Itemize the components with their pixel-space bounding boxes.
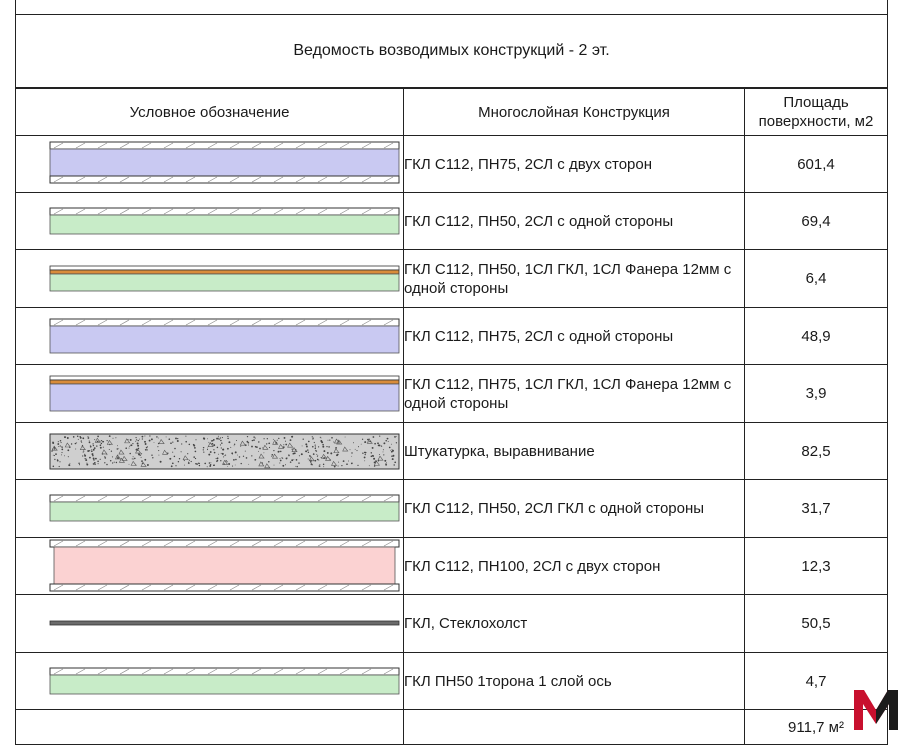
construction-description: ГКЛ ПН50 1торона 1 слой ось	[403, 652, 745, 710]
top-border	[15, 14, 888, 15]
surface-area: 12,3	[744, 537, 888, 595]
total-row: 911,7 м²	[15, 709, 888, 745]
legend-symbol-cell	[15, 652, 404, 710]
surface-area: 3,9	[744, 364, 888, 423]
constructions-table: Условное обозначение Многослойная Констр…	[15, 88, 888, 745]
legend-symbol-single-sided-50-gkl	[49, 494, 400, 522]
schedule-title: Ведомость возводимых конструкций - 2 эт.	[15, 14, 888, 88]
table-row: ГКЛ С112, ПН75, 1СЛ ГКЛ, 1СЛ Фанера 12мм…	[15, 364, 888, 423]
construction-description: ГКЛ С112, ПН75, 1СЛ ГКЛ, 1СЛ Фанера 12мм…	[403, 364, 745, 423]
construction-description: ГКЛ С112, ПН100, 2СЛ с двух сторон	[403, 537, 745, 595]
legend-symbol-plywood-75	[49, 375, 400, 412]
legend-symbol-cell	[15, 594, 404, 653]
legend-symbol-cell	[15, 135, 404, 193]
total-empty-cell	[15, 709, 404, 745]
total-empty-cell	[403, 709, 745, 745]
surface-area: 601,4	[744, 135, 888, 193]
construction-description: Штукатурка, выравнивание	[403, 422, 745, 480]
legend-symbol-fiberglass	[49, 620, 400, 626]
surface-area: 69,4	[744, 192, 888, 250]
legend-symbol-cell	[15, 479, 404, 538]
legend-symbol-cell	[15, 192, 404, 250]
construction-description: ГКЛ С112, ПН75, 2СЛ с одной стороны	[403, 307, 745, 365]
surface-area: 48,9	[744, 307, 888, 365]
table-row: Штукатурка, выравнивание 82,5	[15, 422, 888, 480]
legend-symbol-single-sided-50	[49, 207, 400, 235]
construction-description: ГКЛ С112, ПН50, 2СЛ с одной стороны	[403, 192, 745, 250]
surface-area: 50,5	[744, 594, 888, 653]
construction-description: ГКЛ, Стеклохолст	[403, 594, 745, 653]
table-row: ГКЛ С112, ПН75, 2СЛ с двух сторон 601,4	[15, 135, 888, 193]
legend-symbol-axis-50	[49, 667, 400, 695]
table-row: ГКЛ С112, ПН75, 2СЛ с одной стороны 48,9	[15, 307, 888, 365]
construction-description: ГКЛ С112, ПН50, 1СЛ ГКЛ, 1СЛ Фанера 12мм…	[403, 249, 745, 308]
construction-description: ГКЛ С112, ПН75, 2СЛ с двух сторон	[403, 135, 745, 193]
legend-symbol-double-sided-75	[49, 141, 400, 184]
col-header-symbol: Условное обозначение	[15, 88, 404, 136]
table-row: ГКЛ С112, ПН100, 2СЛ с двух сторон 12,3	[15, 537, 888, 595]
brand-logo	[854, 690, 898, 730]
legend-symbol-plywood-50	[49, 265, 400, 292]
header-row: Условное обозначение Многослойная Констр…	[15, 88, 888, 136]
col-header-construction: Многослойная Конструкция	[403, 88, 745, 136]
table-row: ГКЛ С112, ПН50, 1СЛ ГКЛ, 1СЛ Фанера 12мм…	[15, 249, 888, 308]
surface-area: 31,7	[744, 479, 888, 538]
surface-area: 6,4	[744, 249, 888, 308]
legend-symbol-cell	[15, 422, 404, 480]
legend-symbol-single-sided-75	[49, 318, 400, 354]
legend-symbol-plaster	[49, 433, 400, 470]
legend-symbol-cell	[15, 307, 404, 365]
legend-symbol-cell	[15, 249, 404, 308]
col-header-area: Площадь поверхности, м2	[744, 88, 888, 136]
table-row: ГКЛ С112, ПН50, 2СЛ с одной стороны 69,4	[15, 192, 888, 250]
legend-symbol-double-sided-100	[49, 539, 400, 592]
table-row: ГКЛ С112, ПН50, 2СЛ ГКЛ с одной стороны 3…	[15, 479, 888, 538]
surface-area: 82,5	[744, 422, 888, 480]
legend-symbol-cell	[15, 364, 404, 423]
legend-symbol-cell	[15, 537, 404, 595]
table-row: ГКЛ, Стеклохолст 50,5	[15, 594, 888, 653]
construction-description: ГКЛ С112, ПН50, 2СЛ ГКЛ с одной стороны	[403, 479, 745, 538]
table-row: ГКЛ ПН50 1торона 1 слой ось 4,7	[15, 652, 888, 710]
